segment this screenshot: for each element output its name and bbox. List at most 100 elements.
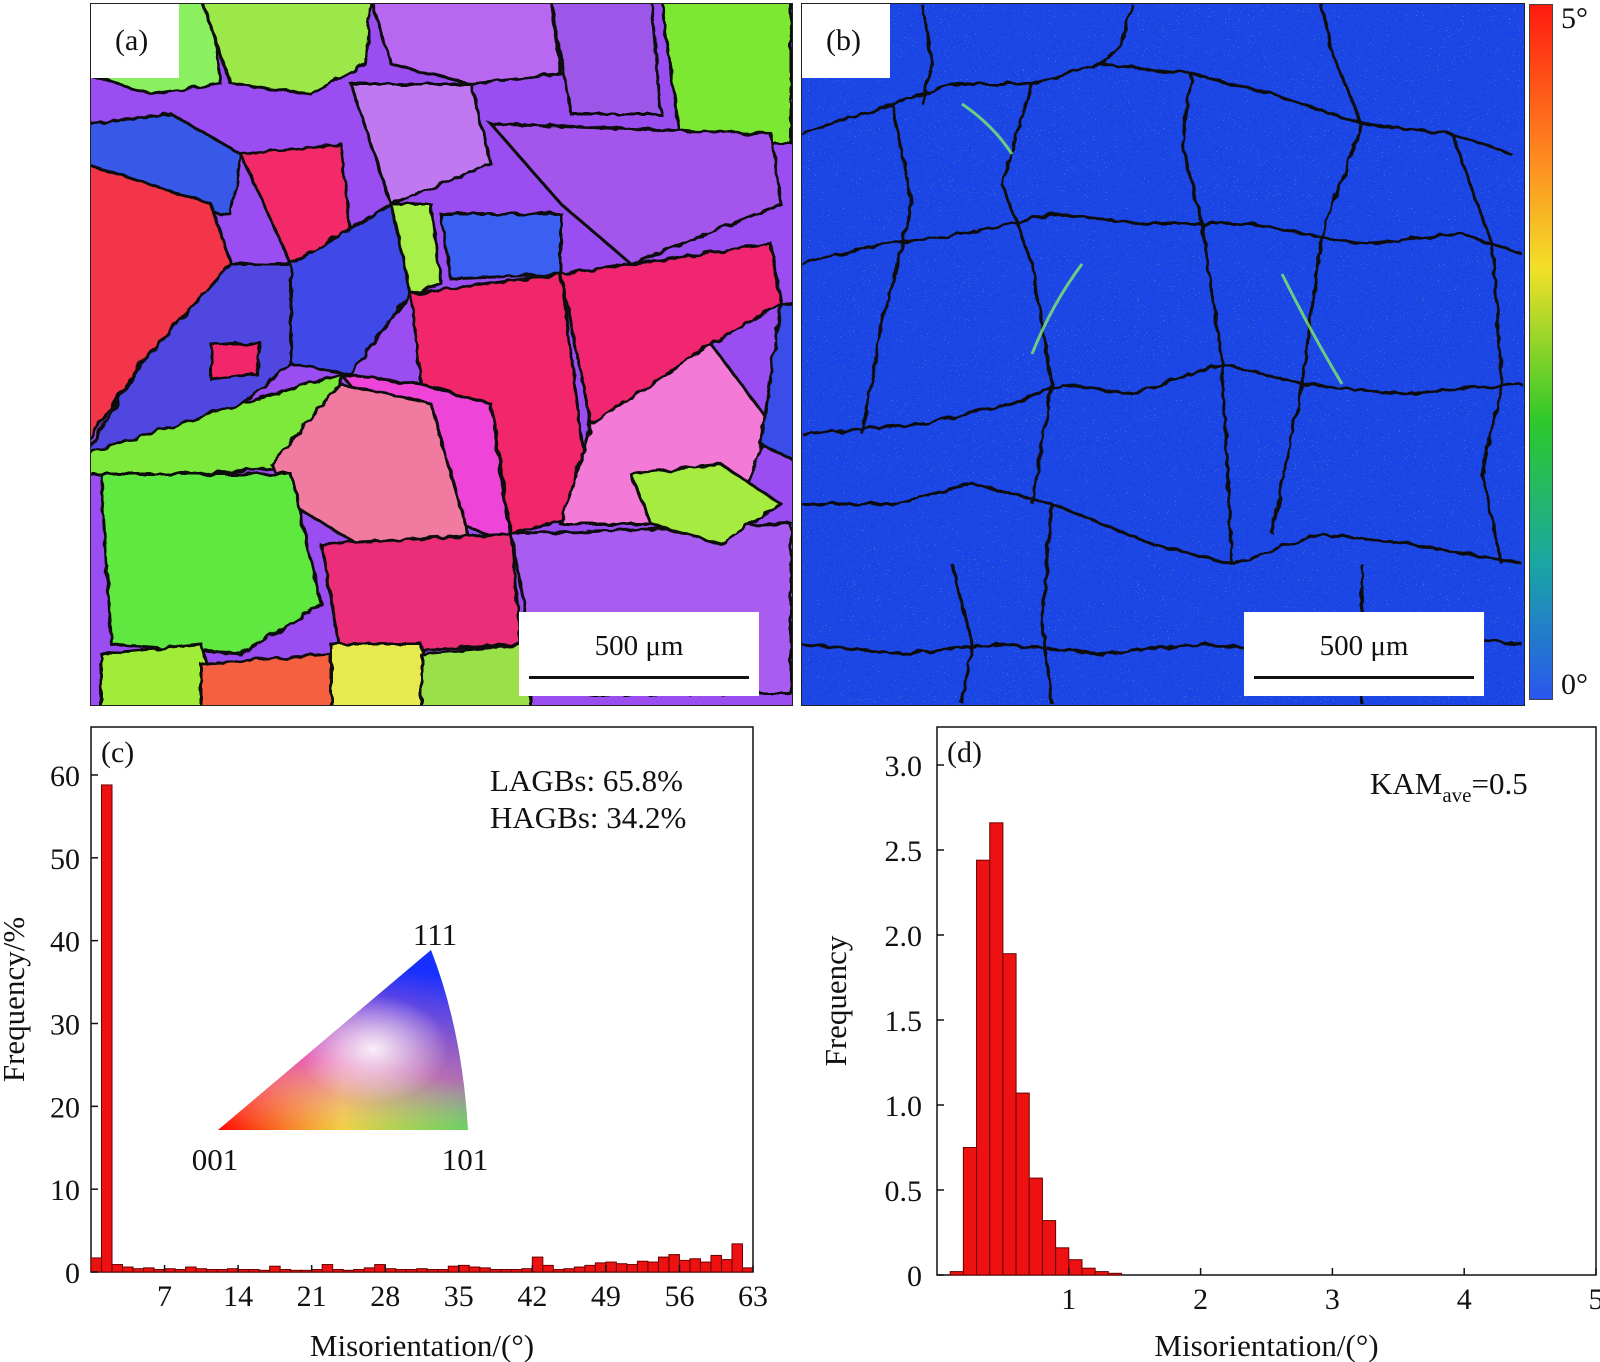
ipf-grain-image: [91, 4, 792, 705]
panel-label: (d): [947, 736, 982, 769]
histogram-bar: [237, 1269, 250, 1273]
x-tick-label: 56: [664, 1280, 694, 1313]
histogram-bar: [1081, 1267, 1096, 1276]
kam-average-annotation: KAMave=0.5: [1370, 766, 1528, 807]
histogram-bar: [1002, 953, 1017, 1276]
histogram-bar: [185, 1266, 197, 1273]
histogram-bar: [1041, 1220, 1057, 1276]
histogram-bar: [1028, 1177, 1043, 1276]
lagbs-annotation: LAGBs: 65.8%: [490, 763, 683, 798]
histogram-bar: [668, 1254, 680, 1273]
colorbar-min-label: 0°: [1561, 668, 1588, 701]
histogram-bar: [1068, 1259, 1083, 1276]
histogram-bar: [384, 1268, 397, 1273]
histogram-bar: [269, 1265, 281, 1273]
histogram-bar: [332, 1269, 344, 1273]
ipf-triangle-white: [218, 950, 468, 1130]
y-tick-label: 60: [50, 760, 80, 793]
histogram-bar: [447, 1265, 460, 1273]
histogram-bar: [353, 1269, 365, 1273]
histogram-bar: [195, 1268, 208, 1273]
panel-label: (c): [101, 736, 134, 769]
kam-annotation-value: =0.5: [1472, 766, 1528, 801]
x-tick-label: 1: [1061, 1283, 1076, 1316]
scale-bar-b-label: 500 μm: [1319, 630, 1409, 662]
histogram-bar: [300, 1269, 313, 1273]
histogram-bar: [374, 1264, 386, 1273]
y-tick-label: 2.0: [885, 920, 923, 953]
histogram-bar: [647, 1261, 659, 1273]
histogram-bar: [1015, 1092, 1030, 1276]
histogram-bar: [657, 1256, 670, 1273]
histogram-bar: [153, 1269, 166, 1273]
ipf-label-101: 101: [442, 1142, 489, 1177]
ipf-triangle-legend: 111 001 101: [192, 917, 489, 1177]
histogram-bar: [437, 1269, 449, 1273]
histogram-bar: [206, 1269, 218, 1273]
histogram-bar: [416, 1268, 428, 1273]
ipf-label-001: 001: [192, 1142, 239, 1177]
histogram-bar: [636, 1260, 649, 1273]
histogram-bar: [500, 1269, 512, 1273]
x-tick-label: 7: [157, 1280, 172, 1313]
y-tick-label: 20: [50, 1091, 80, 1124]
x-tick-label: 63: [738, 1280, 768, 1313]
histogram-bar: [248, 1269, 260, 1273]
histogram-bar: [216, 1269, 229, 1273]
histogram-bar: [605, 1261, 617, 1273]
x-tick-label: 5: [1589, 1283, 1600, 1316]
histogram-bar: [174, 1269, 187, 1273]
histogram-bar: [101, 784, 113, 1273]
x-axis-label: Misorientation/(°): [1154, 1328, 1378, 1362]
x-tick-label: 4: [1457, 1283, 1472, 1316]
y-tick-label: 0.5: [885, 1175, 923, 1208]
scale-bar-a-label: 500 μm: [594, 630, 684, 662]
kam-annotation-main: KAM: [1370, 766, 1442, 801]
histogram-bar: [989, 822, 1004, 1276]
x-tick-label: 2: [1193, 1283, 1208, 1316]
y-tick-label: 10: [50, 1174, 80, 1207]
histogram-bar: [90, 1257, 103, 1273]
scale-bar-b-line: [1254, 676, 1474, 679]
histogram-bar: [363, 1267, 376, 1273]
histogram-bar: [395, 1269, 407, 1273]
x-tick-label: 3: [1325, 1283, 1340, 1316]
y-tick-label: 2.5: [885, 835, 923, 868]
y-tick-label: 30: [50, 1009, 80, 1042]
histogram-bar: [479, 1267, 491, 1273]
histogram-bar: [584, 1264, 596, 1273]
histogram-bar: [405, 1269, 418, 1273]
histogram-bar: [962, 1147, 978, 1276]
ipf-map: (a) 500 μm: [90, 3, 793, 706]
histogram-bar: [321, 1264, 334, 1273]
histogram-bar: [1094, 1271, 1109, 1276]
histogram-bar: [342, 1269, 355, 1273]
y-tick-label: 1.5: [885, 1005, 923, 1038]
kam-grain-image: [802, 4, 1524, 705]
histogram-bar: [164, 1268, 176, 1273]
panel-a-label: (a): [91, 4, 179, 78]
chart-c: 0 10 20 30 40 50 60 7 14 21 28 35 42 49 56 63 Misorienta…: [0, 726, 768, 1362]
histogram-bar: [699, 1261, 712, 1273]
histogram-bar: [468, 1266, 481, 1273]
histogram-bar: [458, 1264, 470, 1273]
kam-annotation-subscript: ave: [1442, 783, 1471, 807]
x-tick-label: 49: [591, 1280, 621, 1313]
y-axis-label: Frequency/%: [0, 917, 31, 1082]
histogram-bar: [563, 1268, 575, 1273]
histogram-bar: [573, 1266, 586, 1273]
x-tick-label: 21: [297, 1280, 327, 1313]
histogram-bar: [227, 1268, 239, 1273]
histogram-bar: [615, 1263, 628, 1273]
ipf-label-111: 111: [413, 917, 457, 952]
histogram-bar: [521, 1268, 533, 1273]
colorbar-max-label: 5°: [1561, 2, 1588, 35]
x-tick-label: 28: [370, 1280, 400, 1313]
scale-bar-b: 500 μm: [1244, 612, 1484, 696]
histogram-bar: [710, 1254, 722, 1273]
kam-colorbar: [1529, 4, 1553, 700]
histogram-bar: [122, 1266, 134, 1273]
histogram-bar: [689, 1258, 701, 1273]
histogram-bar: [311, 1269, 323, 1273]
